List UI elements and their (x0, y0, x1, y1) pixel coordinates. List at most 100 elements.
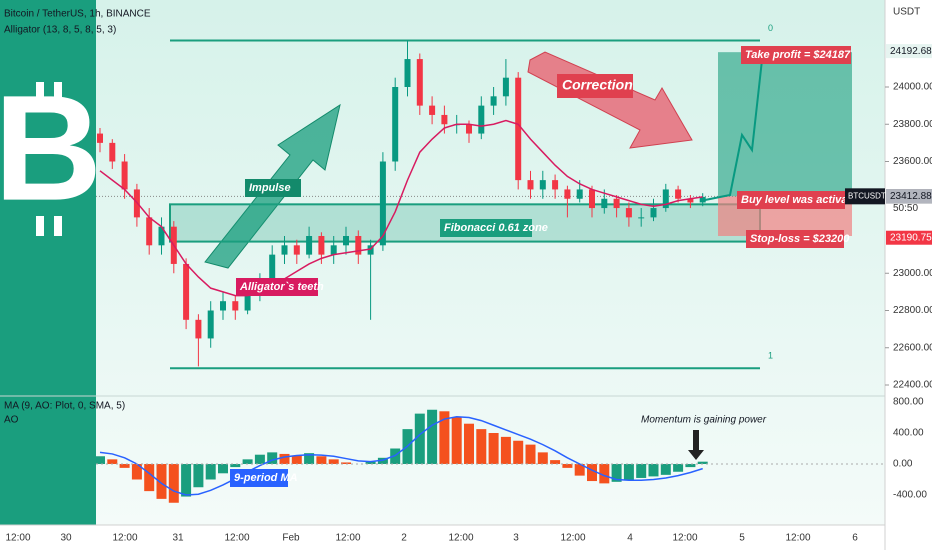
momentum-arrow (688, 430, 704, 460)
candle-body (355, 236, 362, 255)
symbol: Bitcoin / TetherUS, 1h, BINANCE (4, 9, 151, 20)
ao-bar (525, 444, 536, 464)
ao-bar (328, 459, 339, 464)
candle-body (650, 208, 657, 218)
y-tick-label: 23800.00 (893, 119, 932, 130)
y-tick-label: 22800.00 (893, 305, 932, 316)
tag-box (236, 278, 318, 296)
ao-bar (574, 464, 585, 476)
y-tick-label: 24000.00 (893, 82, 932, 93)
candle-body (576, 189, 583, 199)
candle-body (293, 245, 300, 255)
symbol-label: BTCUSDT (848, 191, 886, 200)
ao-bar (636, 464, 647, 478)
ao-bar (623, 464, 634, 480)
candle-body (158, 226, 165, 246)
ao-bar (464, 423, 474, 464)
annotation: Fibonacci 0.61 zone (444, 222, 548, 234)
price-tag-label: 23412.88 (890, 191, 932, 202)
candle-body (699, 196, 706, 203)
tag-box (557, 74, 633, 98)
logo-bar (54, 216, 62, 236)
ao-bar (587, 464, 597, 482)
countdown: 50:50 (893, 203, 918, 214)
ao-ma (99, 415, 703, 496)
candle-body (466, 124, 472, 134)
x-tick-label: 3 (513, 533, 519, 544)
y-tick-label: 22400.00 (893, 380, 932, 391)
candle-body (330, 245, 337, 255)
x-tick-label: 12:00 (560, 533, 585, 544)
annotation: Stop-loss = $23200 (750, 233, 850, 245)
ao-bar (500, 436, 511, 464)
x-tick-label: 4 (627, 533, 633, 544)
ao-bar (365, 461, 376, 464)
candle-body (281, 245, 288, 255)
price-tag-label: 24192.68 (890, 46, 932, 57)
candle-body (269, 254, 276, 283)
projection (704, 59, 763, 201)
fib-level-label: 0 (768, 23, 773, 33)
ao-bar (168, 464, 179, 503)
candle-body (404, 59, 411, 87)
ao-bar (144, 464, 155, 492)
ao-bar (181, 464, 192, 497)
fib-level-label: 1 (768, 351, 773, 361)
ao-bar (513, 440, 524, 464)
annotation: Impulse (249, 182, 291, 194)
ao-bar (476, 429, 487, 464)
candle-body (146, 217, 153, 246)
x-tick-label: 6 (852, 533, 858, 544)
y-tick-label: 23600.00 (893, 156, 932, 167)
currency: USDT (893, 7, 920, 18)
ao-bar (291, 455, 302, 464)
candle-body (429, 105, 436, 115)
tag-box (245, 179, 301, 197)
ao-bar (550, 460, 561, 464)
candle-body (490, 96, 497, 106)
x-tick-label: 12:00 (785, 533, 810, 544)
tag-box (230, 469, 288, 487)
x-tick-label: 12:00 (5, 533, 30, 544)
tag-box (746, 230, 844, 248)
candle-body (564, 189, 571, 199)
ao-bar (377, 457, 388, 464)
candle-body (625, 208, 632, 218)
candle-body (109, 142, 116, 162)
ao-bar (304, 453, 315, 464)
ao-bar (599, 464, 610, 484)
tag-box (440, 219, 532, 237)
x-tick-label: 2 (401, 533, 407, 544)
ao-bar (131, 464, 142, 480)
ao-bar (660, 464, 671, 475)
ao-bar (648, 464, 659, 477)
annotation: Correction (562, 77, 633, 93)
logo-bar (36, 216, 44, 236)
ao-bar (254, 454, 265, 464)
candle-body (367, 245, 374, 255)
annotation: Buy level was activated (741, 194, 864, 206)
candle-body (379, 161, 386, 246)
ao-bar (242, 459, 253, 464)
ao-bar (673, 464, 684, 472)
ao-bar (218, 464, 228, 474)
ao-bar (193, 464, 204, 488)
tag-box (737, 191, 845, 209)
x-tick-label: 12:00 (224, 533, 249, 544)
symbol-tag (845, 188, 885, 205)
ao-bar (427, 409, 438, 464)
ao-bar (279, 453, 290, 464)
ao-bar (537, 452, 548, 464)
candle-body (675, 189, 682, 199)
candle-body (195, 319, 202, 339)
take-profit-zone (718, 52, 852, 197)
ao-bar (414, 413, 425, 464)
candle-body (539, 180, 546, 190)
candle-body (687, 198, 694, 203)
candle-body (552, 180, 559, 190)
y-tick-label: 23000.00 (893, 268, 932, 279)
osc-tick-label: 800.00 (893, 397, 924, 408)
candle-body (589, 189, 595, 209)
osc-tick-label: -400.00 (893, 490, 927, 501)
x-tick-label: 12:00 (448, 533, 473, 544)
